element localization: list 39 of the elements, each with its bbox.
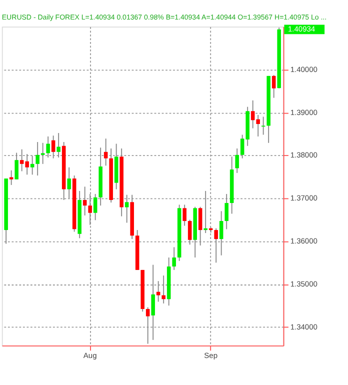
candlestick — [9, 170, 14, 186]
candlestick — [162, 275, 166, 304]
candlestick — [146, 306, 150, 344]
y-tick-label: 1.35000 — [290, 279, 318, 288]
text: 1.40934 — [288, 24, 316, 34]
y-tick-label: 1.34000 — [290, 322, 318, 332]
candlestick — [214, 228, 218, 264]
candlestick — [93, 194, 98, 221]
candlestick — [272, 74, 276, 98]
candlestick — [104, 138, 108, 166]
candlestick — [172, 246, 176, 270]
y-tick-label: 1.37000 — [290, 194, 318, 203]
candlestick — [224, 194, 228, 230]
y-tick-label: 1.39000 — [290, 108, 318, 117]
candlestick — [188, 219, 192, 246]
candlestick — [204, 190, 208, 234]
candlestick — [36, 142, 40, 176]
candlestick — [182, 204, 186, 226]
candlestick — [151, 264, 155, 340]
candlestick — [56, 132, 60, 158]
candlestick — [156, 280, 160, 302]
candlestick — [30, 155, 34, 176]
candlestick — [88, 194, 92, 226]
candlestick — [235, 148, 239, 174]
x-tick-label: Sep — [204, 351, 218, 360]
y-tick-label: 1.38000 — [290, 150, 318, 160]
y-tick-label: 1.36000 — [290, 236, 318, 246]
candlestick — [261, 116, 266, 136]
candlestick — [124, 194, 129, 224]
candlestick — [40, 142, 45, 164]
candlestick — [46, 136, 50, 158]
candlestick — [219, 210, 224, 256]
candlestick — [51, 135, 56, 159]
y-tick-label: 1.40000 — [290, 64, 318, 74]
candlestick — [82, 186, 87, 216]
candlestick — [14, 152, 18, 180]
candlestick — [67, 166, 71, 199]
x-tick-label: Aug — [83, 351, 97, 360]
candlestick — [198, 206, 202, 246]
